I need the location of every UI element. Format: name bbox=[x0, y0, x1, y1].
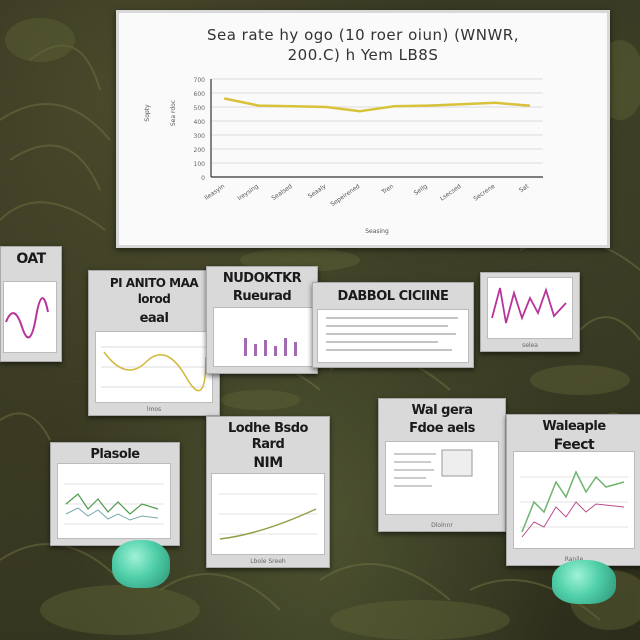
card-rueurad: NUDOKTKR Rueurad bbox=[206, 266, 318, 374]
card-waleaple-label2: Feect bbox=[553, 437, 595, 453]
card-walgera-label1: Wal gera bbox=[411, 403, 473, 418]
card-dabbol: DABBOL CICIINE bbox=[312, 282, 474, 368]
card-rueurad-label2: Rueurad bbox=[232, 289, 292, 304]
card-lodhe: Lodhe Bsdo Rard NIM Lbole Sreeh bbox=[206, 416, 330, 568]
card-walgera-chart bbox=[385, 441, 499, 515]
card-plasole-chart bbox=[57, 463, 171, 539]
card-waveform-chart bbox=[487, 277, 573, 339]
card-lorod-label2: lorod bbox=[137, 292, 171, 306]
data-point bbox=[291, 105, 294, 108]
card-waleaple: Waleaple Feect Ranile bbox=[506, 414, 640, 566]
card-lodhe-label1: Lodhe Bsdo bbox=[227, 421, 309, 436]
y-tick-label: 200 bbox=[194, 147, 206, 154]
data-point bbox=[223, 97, 227, 100]
card-lorod-label1: PI ANITO MAA bbox=[109, 276, 199, 290]
x-tick-label: Sat bbox=[518, 183, 531, 195]
data-point bbox=[460, 103, 463, 106]
x-tick-label: Ileasyin bbox=[203, 183, 226, 202]
y-tick-label: 0 bbox=[201, 175, 205, 182]
card-rueurad-chart bbox=[213, 307, 313, 367]
card-waleaple-chart bbox=[513, 451, 635, 549]
data-point bbox=[325, 105, 328, 109]
main-chart-title-line1: Sea rate hy ogo (10 roer oiun) (WNWR, bbox=[206, 26, 520, 44]
data-point bbox=[426, 104, 429, 107]
data-point bbox=[257, 104, 260, 107]
green-crystal-right bbox=[552, 560, 616, 604]
series-line bbox=[224, 97, 530, 113]
data-point bbox=[358, 110, 362, 113]
y-tick-label: 100 bbox=[194, 161, 206, 168]
card-dabbol-label: DABBOL CICIINE bbox=[337, 289, 449, 304]
card-oat-label: OAT bbox=[16, 251, 46, 267]
card-walgera-foot: Dlolnnr bbox=[431, 522, 453, 529]
main-line-chart: 700 600 500 400 300 200 100 0 Sopty Sea rdoc Ileas… bbox=[144, 77, 543, 235]
green-crystal-left bbox=[112, 540, 170, 588]
x-tick-label: Ireysing bbox=[236, 183, 260, 202]
card-walgera-label2: Fdoe aels bbox=[409, 421, 475, 436]
y-tick-label: 400 bbox=[194, 119, 206, 126]
y-tick-label: 600 bbox=[194, 91, 206, 98]
x-tick-label: Sepeirened bbox=[329, 183, 361, 208]
card-dabbol-text-block bbox=[317, 309, 469, 363]
card-lodhe-chart bbox=[211, 473, 325, 555]
card-plasole: Plasole bbox=[50, 442, 180, 546]
data-point bbox=[494, 101, 497, 105]
main-chart-panel: Sea rate hy ogo (10 roer oiun) (WNWR, 20… bbox=[116, 10, 610, 248]
card-oat-chart bbox=[3, 281, 57, 353]
card-plasole-label: Plasole bbox=[90, 447, 140, 462]
card-walgera: Wal gera Fdoe aels Dlolnnr bbox=[378, 398, 506, 532]
card-waveform-foot: selea bbox=[522, 342, 538, 349]
x-tick-label: Seaaly bbox=[307, 183, 328, 201]
main-chart-title: Sea rate hy ogo (10 roer oiun) (WNWR, 20… bbox=[119, 25, 607, 65]
card-rueurad-label1: NUDOKTKR bbox=[222, 271, 302, 286]
x-tick-label: Lsecsed bbox=[439, 183, 463, 203]
card-lorod: PI ANITO MAA lorod eaal lmos bbox=[88, 270, 220, 416]
data-point bbox=[392, 105, 396, 108]
card-waveform: selea bbox=[480, 272, 580, 352]
card-lodhe-label2: Rard bbox=[251, 437, 285, 452]
card-lorod-chart bbox=[95, 331, 213, 403]
x-tick-label: Sealsed bbox=[270, 183, 293, 202]
x-tick-label: Tren bbox=[380, 183, 395, 197]
card-waleaple-label1: Waleaple bbox=[542, 419, 606, 434]
card-lorod-foot: lmos bbox=[146, 406, 162, 413]
x-tick-label: Secrene bbox=[472, 183, 496, 203]
main-chart-title-line2: 200.C) h Yem LB8S bbox=[287, 46, 439, 64]
y-tick-label: 500 bbox=[194, 105, 206, 112]
y-axis-label-secondary: Sea rdoc bbox=[170, 100, 177, 126]
y-tick-label: 700 bbox=[194, 77, 206, 84]
y-tick-label: 300 bbox=[194, 133, 206, 140]
data-point bbox=[527, 104, 531, 107]
y-axis-label: Sopty bbox=[144, 104, 151, 122]
card-oat: OAT bbox=[0, 246, 62, 362]
x-axis-label: Seasing bbox=[365, 228, 389, 235]
x-tick-label: Seilg bbox=[413, 183, 429, 197]
card-lorod-label3: eaal bbox=[139, 311, 169, 326]
card-waleaple-foot: Ranile bbox=[507, 556, 640, 563]
card-lodhe-label3: NIM bbox=[253, 455, 283, 471]
card-lodhe-foot: Lbole Sreeh bbox=[250, 558, 286, 565]
